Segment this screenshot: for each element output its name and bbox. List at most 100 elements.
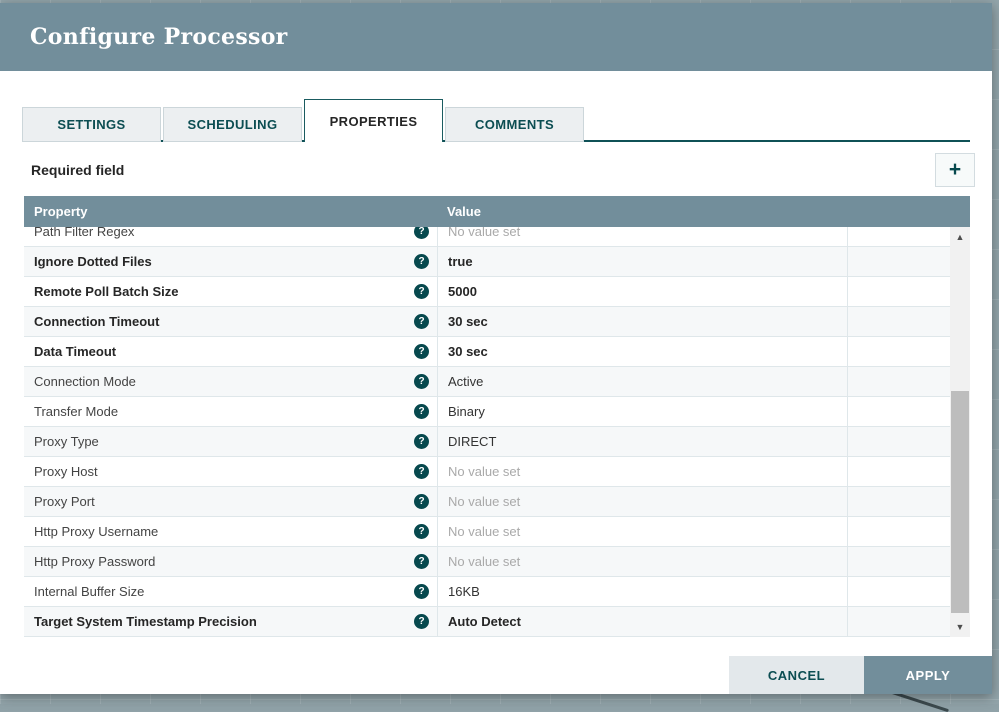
row-filler-cell <box>847 547 950 576</box>
tab-scheduling[interactable]: SCHEDULING <box>163 107 302 142</box>
property-cell: Path Filter Regex ? <box>24 227 437 246</box>
help-icon[interactable]: ? <box>414 374 429 389</box>
apply-button[interactable]: APPLY <box>864 656 992 694</box>
property-value[interactable]: 30 sec <box>437 307 847 336</box>
table-row[interactable]: Target System Timestamp Precision ? Auto… <box>24 607 950 637</box>
table-row[interactable]: Path Filter Regex ? No value set <box>24 227 950 247</box>
property-value[interactable]: No value set <box>437 547 847 576</box>
properties-table: Property Value Path Filter Regex ? No va… <box>24 196 970 637</box>
property-cell: Target System Timestamp Precision ? <box>24 607 437 636</box>
help-icon[interactable]: ? <box>414 584 429 599</box>
property-value[interactable]: 16KB <box>437 577 847 606</box>
property-column-header: Property <box>24 204 437 219</box>
dialog-title: Configure Processor <box>0 24 288 50</box>
help-icon[interactable]: ? <box>414 227 429 239</box>
dialog-footer: CANCEL APPLY <box>729 656 992 694</box>
help-icon[interactable]: ? <box>414 614 429 629</box>
property-cell: Remote Poll Batch Size ? <box>24 277 437 306</box>
property-cell: Internal Buffer Size ? <box>24 577 437 606</box>
table-row[interactable]: Transfer Mode ? Binary <box>24 397 950 427</box>
vertical-scrollbar[interactable]: ▲ ▼ <box>950 227 970 637</box>
help-icon[interactable]: ? <box>414 524 429 539</box>
row-filler-cell <box>847 517 950 546</box>
property-name: Connection Timeout <box>34 314 159 329</box>
tab-bar: SETTINGS SCHEDULING PROPERTIES COMMENTS <box>22 99 970 142</box>
properties-table-body: Path Filter Regex ? No value set Ignore … <box>24 227 950 637</box>
property-value[interactable]: Auto Detect <box>437 607 847 636</box>
property-value[interactable]: No value set <box>437 487 847 516</box>
tab-settings[interactable]: SETTINGS <box>22 107 161 142</box>
property-value[interactable]: No value set <box>437 227 847 246</box>
help-icon[interactable]: ? <box>414 554 429 569</box>
property-cell: Http Proxy Password ? <box>24 547 437 576</box>
property-value[interactable]: true <box>437 247 847 276</box>
table-row[interactable]: Data Timeout ? 30 sec <box>24 337 950 367</box>
table-row[interactable]: Http Proxy Password ? No value set <box>24 547 950 577</box>
properties-toolbar: Required field + <box>24 152 975 187</box>
property-value[interactable]: 5000 <box>437 277 847 306</box>
table-row[interactable]: Ignore Dotted Files ? true <box>24 247 950 277</box>
row-filler-cell <box>847 367 950 396</box>
tab-label: SCHEDULING <box>188 117 278 132</box>
table-scroll-viewport: Path Filter Regex ? No value set Ignore … <box>24 227 970 637</box>
property-name: Transfer Mode <box>34 404 118 419</box>
property-name: Target System Timestamp Precision <box>34 614 257 629</box>
scroll-down-icon[interactable]: ▼ <box>950 617 970 637</box>
scrollbar-thumb[interactable] <box>951 391 969 613</box>
property-value[interactable]: Active <box>437 367 847 396</box>
property-cell: Http Proxy Username ? <box>24 517 437 546</box>
help-icon[interactable]: ? <box>414 284 429 299</box>
help-icon[interactable]: ? <box>414 344 429 359</box>
tab-label: COMMENTS <box>475 117 554 132</box>
row-filler-cell <box>847 607 950 636</box>
help-icon[interactable]: ? <box>414 494 429 509</box>
property-value[interactable]: No value set <box>437 457 847 486</box>
tab-label: SETTINGS <box>57 117 125 132</box>
property-value[interactable]: DIRECT <box>437 427 847 456</box>
property-value[interactable]: 30 sec <box>437 337 847 366</box>
table-row[interactable]: Proxy Host ? No value set <box>24 457 950 487</box>
property-name: Http Proxy Password <box>34 554 155 569</box>
tab-comments[interactable]: COMMENTS <box>445 107 584 142</box>
property-name: Http Proxy Username <box>34 524 158 539</box>
property-name: Internal Buffer Size <box>34 584 144 599</box>
help-icon[interactable]: ? <box>414 464 429 479</box>
table-row[interactable]: Connection Mode ? Active <box>24 367 950 397</box>
table-row[interactable]: Proxy Type ? DIRECT <box>24 427 950 457</box>
row-filler-cell <box>847 227 950 246</box>
property-cell: Transfer Mode ? <box>24 397 437 426</box>
tab-properties[interactable]: PROPERTIES <box>304 99 443 142</box>
help-icon[interactable]: ? <box>414 434 429 449</box>
table-row[interactable]: Remote Poll Batch Size ? 5000 <box>24 277 950 307</box>
table-header: Property Value <box>24 196 970 227</box>
row-filler-cell <box>847 247 950 276</box>
help-icon[interactable]: ? <box>414 254 429 269</box>
row-filler-cell <box>847 457 950 486</box>
property-name: Ignore Dotted Files <box>34 254 152 269</box>
property-cell: Connection Timeout ? <box>24 307 437 336</box>
property-cell: Connection Mode ? <box>24 367 437 396</box>
help-icon[interactable]: ? <box>414 404 429 419</box>
property-value[interactable]: Binary <box>437 397 847 426</box>
property-name: Proxy Host <box>34 464 98 479</box>
property-name: Proxy Port <box>34 494 95 509</box>
scroll-up-icon[interactable]: ▲ <box>950 227 970 247</box>
property-value[interactable]: No value set <box>437 517 847 546</box>
help-icon[interactable]: ? <box>414 314 429 329</box>
cancel-button[interactable]: CANCEL <box>729 656 864 694</box>
table-row[interactable]: Connection Timeout ? 30 sec <box>24 307 950 337</box>
property-name: Data Timeout <box>34 344 116 359</box>
row-filler-cell <box>847 337 950 366</box>
table-row[interactable]: Proxy Port ? No value set <box>24 487 950 517</box>
property-name: Remote Poll Batch Size <box>34 284 178 299</box>
value-column-header: Value <box>437 204 481 219</box>
configure-processor-dialog: Configure Processor SETTINGS SCHEDULING … <box>0 3 992 694</box>
table-row[interactable]: Http Proxy Username ? No value set <box>24 517 950 547</box>
property-name: Connection Mode <box>34 374 136 389</box>
add-property-button[interactable]: + <box>935 153 975 187</box>
property-cell: Proxy Host ? <box>24 457 437 486</box>
property-cell: Data Timeout ? <box>24 337 437 366</box>
row-filler-cell <box>847 427 950 456</box>
table-row[interactable]: Internal Buffer Size ? 16KB <box>24 577 950 607</box>
required-field-label: Required field <box>24 162 124 178</box>
